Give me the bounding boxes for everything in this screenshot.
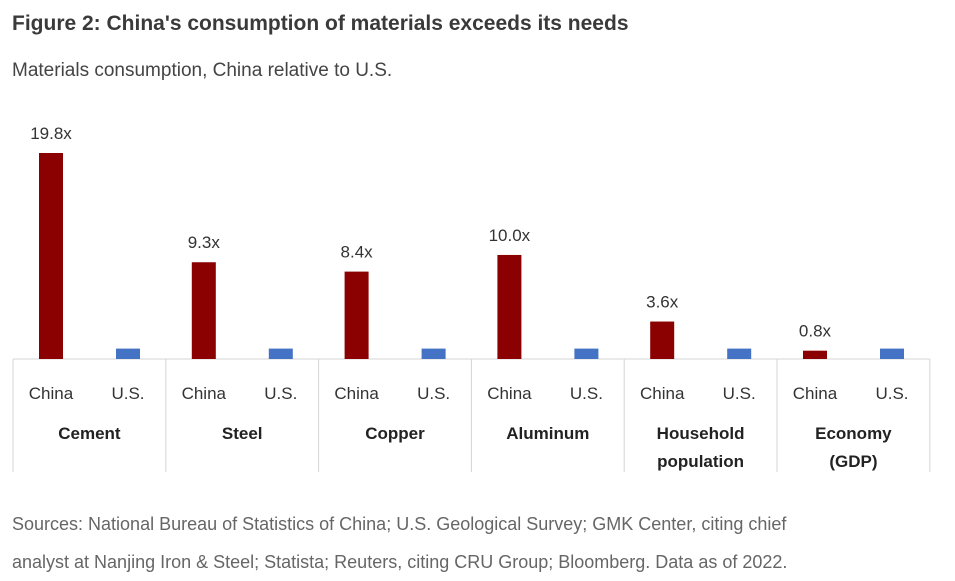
data-label: 10.0x: [489, 226, 531, 245]
data-label: 19.8x: [30, 124, 72, 143]
bar-chart: 19.8x China U.S. Cement 9.3x China U.S. Steel 8.…: [12, 124, 931, 472]
category-label: (GDP): [829, 452, 877, 471]
chart-title: Figure 2: China's consumption of materia…: [12, 12, 629, 35]
category-label: Household: [657, 424, 745, 443]
bar-china: [191, 262, 216, 359]
chart-subtitle: Materials consumption, China relative to…: [12, 60, 393, 81]
tick-label-china: China: [793, 384, 838, 403]
tick-label-china: China: [29, 384, 74, 403]
source-line-2: analyst at Nanjing Iron & Steel; Statist…: [12, 552, 788, 572]
source-line-1: Sources: National Bureau of Statistics o…: [12, 514, 787, 534]
tick-label-us: U.S.: [875, 384, 908, 403]
bar-china: [497, 254, 522, 359]
bar-us: [574, 348, 599, 359]
bar-us: [727, 348, 752, 359]
category-label: Cement: [58, 424, 121, 443]
data-label: 8.4x: [341, 243, 374, 262]
category-label: population: [657, 452, 744, 471]
tick-label-us: U.S.: [264, 384, 297, 403]
tick-label-us: U.S.: [417, 384, 450, 403]
category-label: Aluminum: [506, 424, 589, 443]
category-label: Copper: [365, 424, 425, 443]
data-label: 3.6x: [646, 293, 679, 312]
bar-us: [421, 348, 446, 359]
category-label: Steel: [222, 424, 263, 443]
bar-china: [650, 321, 675, 359]
bar-china: [803, 350, 827, 359]
bar-us: [116, 348, 140, 359]
bar-china: [344, 271, 369, 359]
source-note: Sources: National Bureau of Statistics o…: [12, 505, 942, 581]
tick-label-us: U.S.: [723, 384, 756, 403]
bar-us: [880, 348, 904, 359]
tick-label-us: U.S.: [111, 384, 144, 403]
category-label: Economy: [815, 424, 892, 443]
data-label: 9.3x: [188, 233, 221, 252]
tick-label-china: China: [334, 384, 379, 403]
bar-us: [268, 348, 293, 359]
bar-china: [39, 153, 63, 359]
tick-label-china: China: [182, 384, 227, 403]
data-label: 0.8x: [799, 322, 832, 341]
tick-label-us: U.S.: [570, 384, 603, 403]
tick-label-china: China: [487, 384, 532, 403]
tick-label-china: China: [640, 384, 685, 403]
